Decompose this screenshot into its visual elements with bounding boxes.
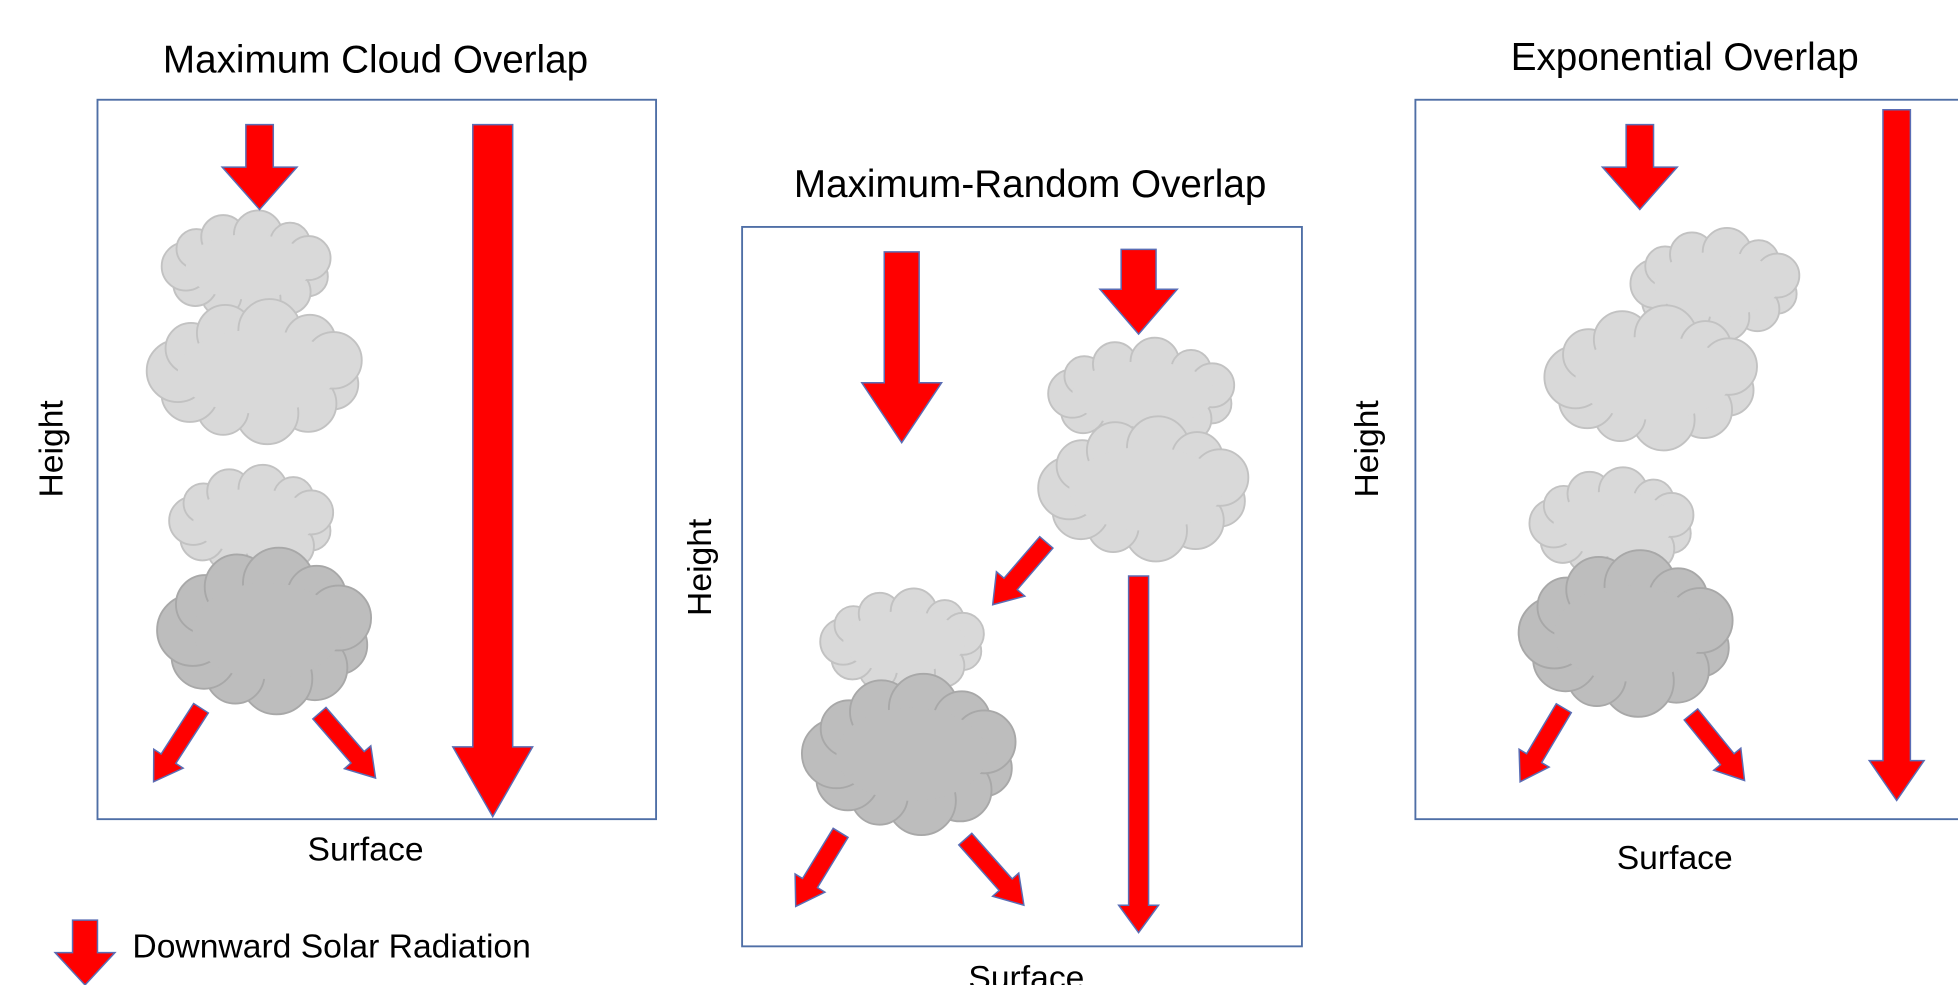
arrow: [862, 252, 942, 443]
arrow: [154, 703, 209, 781]
diagram: Maximum Cloud Overlap Height Surface Max…: [0, 0, 1958, 985]
cloud-body: [1072, 361, 1214, 426]
cloud-body: [1069, 447, 1223, 531]
cloud-body: [1554, 585, 1703, 681]
arrow: [1119, 576, 1159, 933]
arrow: [1519, 704, 1571, 782]
cloud-body: [1554, 491, 1674, 556]
cloud-body: [1576, 336, 1732, 420]
y-label: Height: [682, 518, 719, 616]
x-label: Surface: [1617, 840, 1733, 877]
y-label: Height: [1349, 400, 1386, 498]
cloud-body: [836, 708, 986, 801]
arrow: [1684, 709, 1744, 781]
arrow: [222, 125, 297, 210]
page: Maximum Cloud Overlap Height Surface Max…: [0, 0, 1958, 985]
arrow: [313, 707, 376, 778]
arrow: [959, 833, 1024, 905]
arrow: [453, 125, 533, 817]
arrow: [993, 537, 1053, 605]
panel-frame: [1415, 100, 1958, 819]
x-label: Surface: [308, 831, 424, 868]
arrow: [1602, 125, 1677, 210]
cloud-body: [186, 234, 311, 299]
cloud-body: [193, 489, 313, 554]
cloud-body: [178, 330, 337, 414]
panel-title: Maximum-Random Overlap: [794, 163, 1266, 206]
panel-title: Maximum Cloud Overlap: [163, 39, 588, 82]
arrow: [55, 920, 115, 985]
panel-frame: [97, 100, 656, 819]
cloud-body: [843, 611, 965, 673]
arrow: [1100, 249, 1177, 334]
panel-title: Exponential Overlap: [1511, 36, 1859, 79]
x-label: Surface: [968, 960, 1084, 985]
arrow: [795, 828, 848, 906]
cloud-body: [193, 583, 342, 679]
legend-label: Downward Solar Radiation: [132, 929, 530, 966]
y-label: Height: [34, 400, 71, 498]
panel-frame: [742, 227, 1302, 946]
arrow: [1869, 110, 1924, 801]
